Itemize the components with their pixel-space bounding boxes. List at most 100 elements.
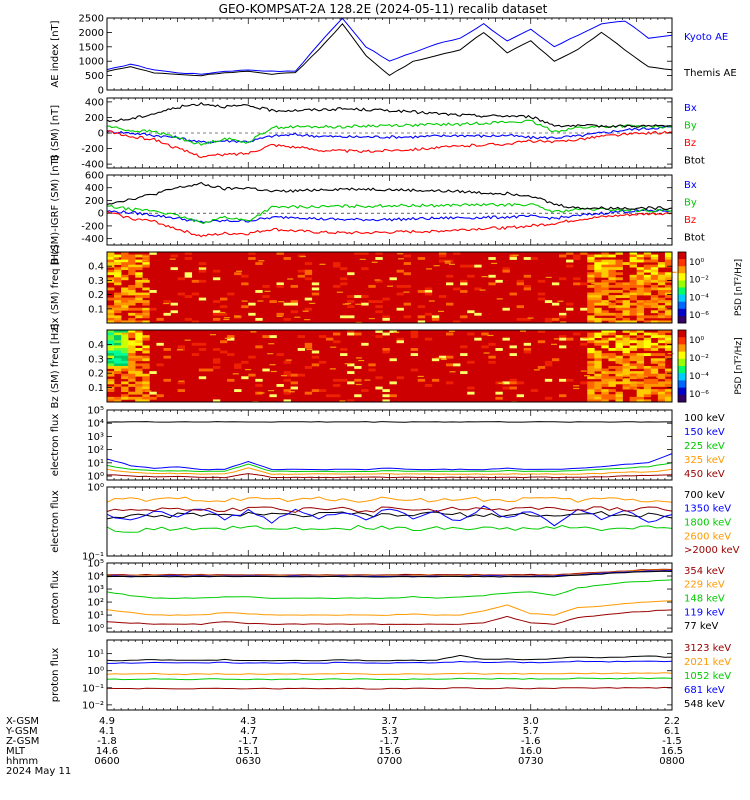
heatmap-cell [587, 320, 595, 324]
heatmap-cell [191, 342, 200, 346]
colorbar-segment [678, 344, 686, 353]
heatmap-cell [594, 320, 602, 324]
heatmap-cell [615, 315, 623, 319]
heatmap-cell [502, 307, 510, 311]
heatmap-cell [333, 340, 341, 344]
heatmap-cell [340, 348, 348, 351]
heatmap-cell [142, 262, 150, 265]
heatmap-cell [657, 396, 666, 400]
heatmap-cell [128, 330, 136, 333]
y-tick-label: 10⁻¹ [82, 683, 104, 694]
heatmap-cell [594, 368, 602, 372]
heatmap-cell [657, 330, 666, 333]
heatmap-cell [121, 257, 129, 260]
heatmap-cell [446, 355, 454, 359]
heatmap-cell [474, 312, 482, 316]
heatmap-cell [212, 312, 221, 316]
heatmap-cell [121, 358, 129, 362]
footer-value: 3.7 [382, 716, 398, 727]
heatmap-cell [643, 366, 652, 369]
heatmap-cell [107, 262, 115, 265]
heatmap-cell [615, 264, 623, 268]
legend-prot2-2: 1052 keV [684, 671, 731, 682]
heatmap-cell [283, 317, 291, 321]
heatmap-cell [523, 342, 532, 346]
heatmap-cell [622, 282, 630, 286]
ylabel-text-bsm: B (SM) [nT] [50, 105, 61, 161]
heatmap-cell [114, 337, 122, 341]
y-tick-label: 200 [85, 196, 104, 207]
heatmap-cell [615, 312, 623, 316]
legend-elec1-2: 225 keV [684, 441, 725, 452]
heatmap-cell [622, 368, 630, 372]
heatmap-cell [608, 267, 616, 271]
heatmap-cell [333, 384, 341, 387]
heatmap-cell [128, 272, 136, 276]
heatmap-cell [297, 373, 306, 377]
heatmap-cell [657, 282, 666, 286]
legend-bdiff-2: Bz [684, 215, 696, 226]
heatmap-cell [594, 287, 602, 291]
heatmap-cell [608, 259, 616, 263]
heatmap-cell [135, 396, 143, 400]
heatmap-cell [121, 396, 129, 400]
heatmap-cell [135, 386, 143, 390]
heatmap-cell [234, 272, 242, 276]
heatmap-cell [622, 307, 630, 311]
heatmap-cell [622, 350, 630, 354]
heatmap-cell [650, 332, 659, 336]
heatmap-cell [664, 320, 673, 324]
heatmap-cell [657, 376, 666, 380]
heatmap-cell [417, 290, 426, 293]
heatmap-cell [523, 274, 532, 278]
heatmap-cell [502, 337, 510, 341]
heatmap-cell [559, 312, 567, 316]
heatmap-cell [650, 305, 659, 309]
heatmap-cell [509, 378, 517, 382]
heatmap-cell [389, 381, 397, 385]
heatmap-cell [601, 262, 609, 265]
heatmap-cell [107, 287, 115, 291]
heatmap-cell [516, 282, 524, 286]
heatmap-cell [354, 252, 362, 255]
heatmap-cell [509, 386, 517, 390]
series-elec2-1 [106, 505, 673, 527]
series-prot1-2 [106, 579, 673, 600]
heatmap-cell [594, 290, 602, 293]
heatmap-cell [488, 257, 496, 260]
heatmap-cell [615, 295, 623, 298]
heatmap-cell [142, 396, 150, 400]
heatmap-cell [495, 348, 503, 351]
heatmap-cell [587, 399, 595, 403]
heatmap-cell [516, 381, 524, 385]
heatmap-cell [657, 320, 666, 324]
heatmap-cell [636, 269, 645, 273]
heatmap-cell [594, 254, 602, 258]
heatmap-cell [220, 297, 228, 301]
colorbar-segment [678, 266, 686, 274]
heatmap-cell [601, 368, 609, 372]
heatmap-cell [128, 335, 136, 339]
colorbar-frame [677, 329, 687, 403]
heatmap-cell [121, 355, 129, 359]
heatmap-cell [107, 252, 115, 255]
heatmap-cell [594, 366, 602, 369]
heatmap-cell [396, 307, 404, 311]
heatmap-cell [629, 384, 637, 387]
heatmap-cell [650, 384, 659, 387]
heatmap-cell [664, 373, 673, 377]
heatmap-cell [629, 264, 637, 268]
heatmap-cell [114, 366, 122, 369]
heatmap-cell [396, 284, 404, 288]
heatmap-cell [587, 340, 595, 344]
heatmap-cell [262, 295, 270, 298]
heatmap-cell [509, 254, 517, 258]
heatmap-cell [333, 264, 341, 268]
footer-value: 0800 [659, 756, 684, 767]
heatmap-cell [594, 389, 602, 393]
heatmap-cell [650, 371, 659, 375]
heatmap-cell [551, 302, 560, 306]
heatmap-cell [248, 302, 256, 306]
heatmap-cell [580, 337, 588, 341]
heatmap-cell [361, 267, 369, 271]
